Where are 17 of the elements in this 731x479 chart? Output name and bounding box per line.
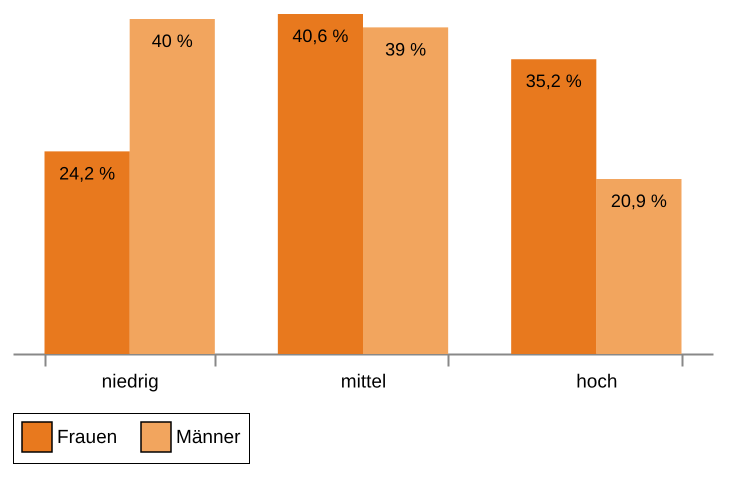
bar	[596, 178, 682, 354]
x-tick-label: mittel	[340, 372, 386, 392]
x-tick-label: niedrig	[102, 372, 159, 392]
bar	[363, 27, 448, 354]
x-tick-label: hoch	[576, 372, 618, 392]
data-label: 35,2 %	[526, 71, 582, 92]
bar	[511, 59, 596, 354]
data-label: 24,2 %	[59, 163, 116, 184]
data-label: 40 %	[152, 31, 193, 52]
data-label: 40,6 %	[292, 26, 348, 46]
bar	[44, 151, 130, 354]
data-label: 39 %	[385, 39, 426, 60]
data-label: 20,9 %	[610, 190, 667, 211]
legend-label: Männer	[176, 427, 242, 448]
bar	[278, 14, 363, 354]
bar	[130, 19, 215, 354]
legend-label: Frauen	[57, 427, 118, 448]
